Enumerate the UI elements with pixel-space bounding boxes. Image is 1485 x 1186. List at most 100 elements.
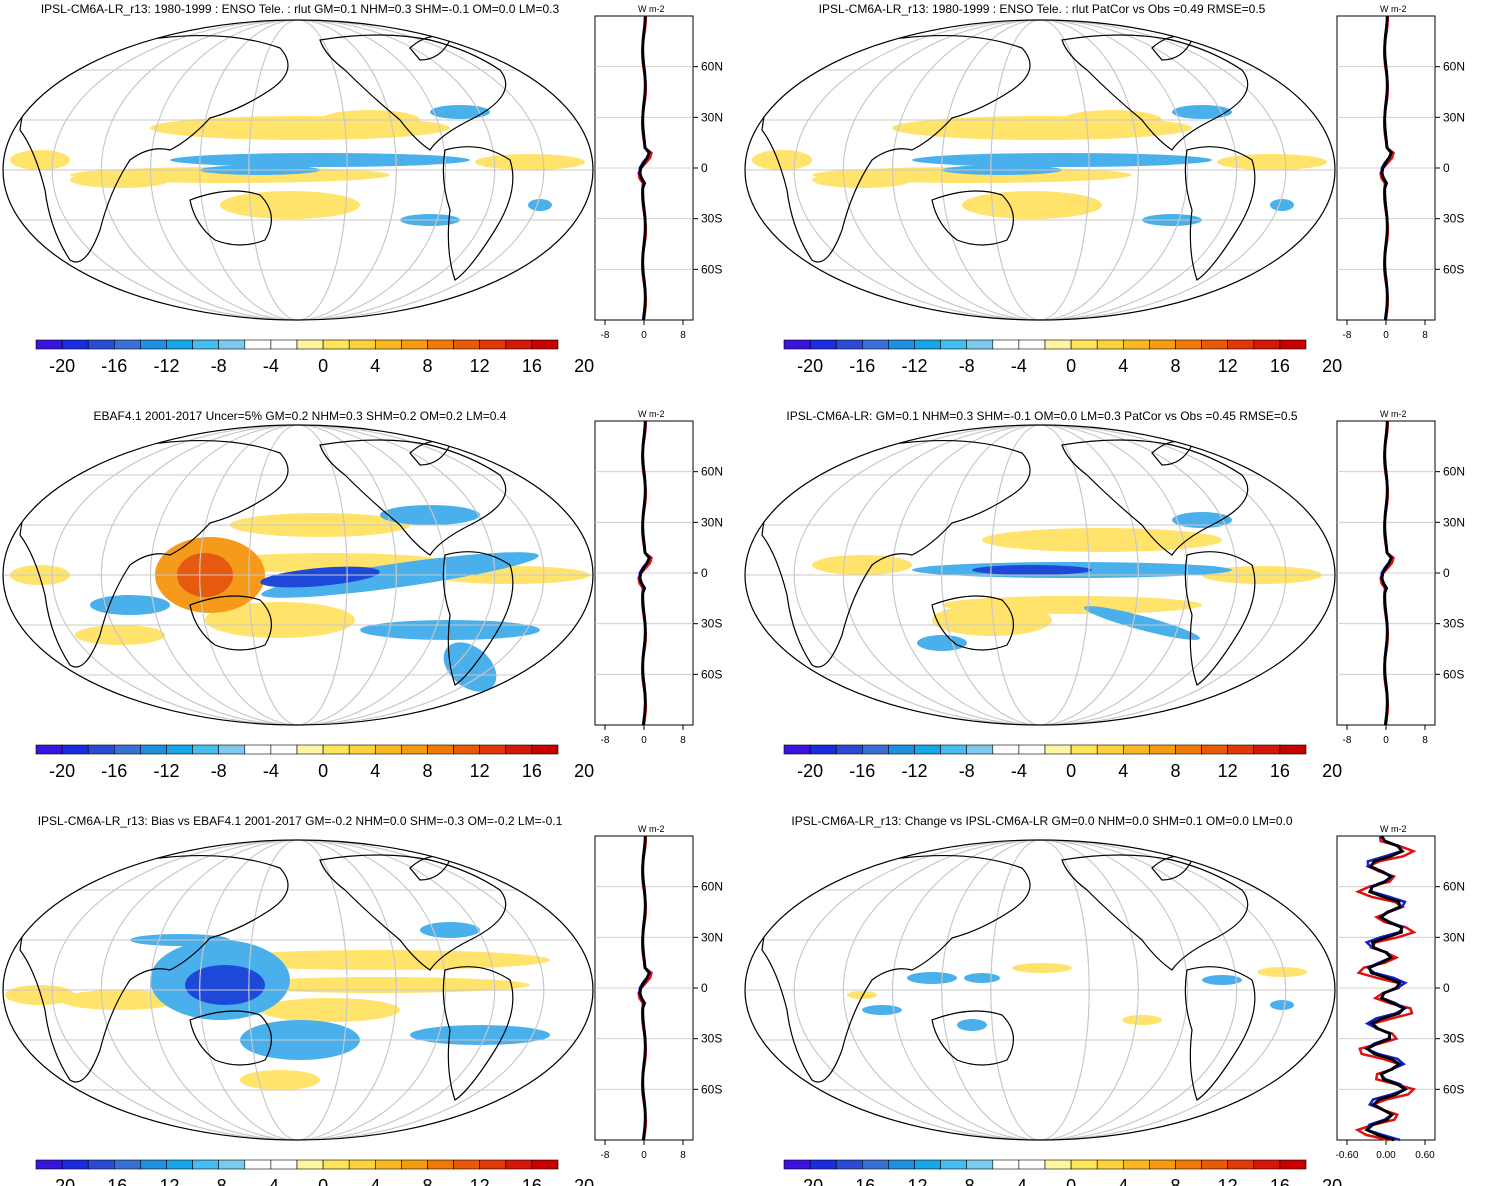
profile-line bbox=[638, 15, 651, 321]
coastline bbox=[319, 439, 507, 556]
zonal-profile: 60N 30N 0 30S 60S W m-2 -0.60 0.00 0.60 bbox=[1336, 824, 1465, 1161]
profile-units: W m-2 bbox=[1380, 4, 1407, 14]
zonal-profile: 60N 30N 0 30S 60S W m-2 -8 0 8 bbox=[1336, 4, 1465, 341]
meridian-gridline bbox=[248, 840, 348, 1140]
colorbar: -20 -16 -12 -8 -4 0 4 8 12 16 20 bbox=[783, 744, 1342, 781]
colorbar-label: -20 bbox=[797, 1176, 823, 1186]
colorbar-swatch bbox=[1253, 744, 1281, 755]
latitude-label: 30N bbox=[701, 515, 723, 529]
anomaly-patch bbox=[210, 950, 550, 970]
anomaly-patch bbox=[812, 172, 912, 188]
colorbar-label: 16 bbox=[522, 1176, 542, 1186]
colorbar-label: 0 bbox=[1066, 761, 1076, 781]
meridian-gridline bbox=[793, 425, 1287, 725]
colorbar-swatch bbox=[1279, 1159, 1307, 1170]
colorbar-label: -8 bbox=[959, 356, 975, 376]
anomaly-patch bbox=[360, 620, 540, 640]
colorbar-swatch bbox=[192, 744, 220, 755]
colorbar-swatch bbox=[966, 339, 994, 350]
latitude-label: 60N bbox=[1443, 880, 1465, 894]
colorbar-swatch bbox=[1096, 1159, 1124, 1170]
colorbar-label: 4 bbox=[370, 356, 380, 376]
coastline bbox=[761, 854, 1031, 1083]
colorbar-swatch bbox=[1018, 744, 1046, 755]
colorbar-swatch bbox=[992, 744, 1020, 755]
anomaly-patch bbox=[230, 977, 530, 993]
latitude-label: 60S bbox=[701, 262, 722, 276]
colorbar-swatch bbox=[296, 339, 324, 350]
anomaly-patch bbox=[1084, 606, 1200, 640]
coastline bbox=[1061, 34, 1249, 151]
coastline bbox=[1061, 854, 1249, 971]
colorbar-swatch bbox=[192, 1159, 220, 1170]
coastline bbox=[1184, 966, 1256, 1101]
colorbar-swatch bbox=[270, 1159, 298, 1170]
anomaly-patch bbox=[70, 172, 170, 188]
latitude-label: 60N bbox=[701, 880, 723, 894]
colorbar-label: -4 bbox=[263, 761, 279, 781]
map-field bbox=[745, 20, 1335, 320]
colorbar-swatch bbox=[505, 1159, 533, 1170]
meridian-gridline bbox=[941, 20, 1139, 320]
coastline bbox=[761, 439, 1031, 668]
colorbar-swatch bbox=[783, 339, 811, 350]
colorbar-swatch bbox=[479, 1159, 507, 1170]
colorbar-swatch bbox=[1175, 339, 1202, 350]
colorbar-label: -20 bbox=[49, 761, 75, 781]
anomaly-patch bbox=[260, 566, 380, 588]
anomaly-patch bbox=[10, 150, 70, 170]
colorbar: -20 -16 -12 -8 -4 0 4 8 12 16 20 bbox=[35, 744, 594, 781]
colorbar-swatch bbox=[322, 339, 350, 350]
coastline bbox=[189, 595, 272, 651]
anomaly-patch bbox=[1122, 1015, 1162, 1025]
anomaly-patch bbox=[1012, 963, 1072, 973]
colorbar-label: -8 bbox=[211, 761, 227, 781]
latitude-label: 60N bbox=[701, 60, 723, 74]
coastline bbox=[189, 1010, 272, 1066]
colorbar-label: -16 bbox=[849, 761, 875, 781]
colorbar-swatch bbox=[453, 339, 481, 350]
latitude-label: 60N bbox=[1443, 60, 1465, 74]
anomaly-patch bbox=[972, 565, 1092, 575]
colorbar-swatch bbox=[940, 744, 968, 755]
latitude-label: 30S bbox=[1443, 212, 1464, 226]
colorbar-label: 8 bbox=[1170, 1176, 1180, 1186]
colorbar-swatch bbox=[940, 1159, 968, 1170]
meridian-gridline bbox=[100, 20, 496, 320]
globe-outline bbox=[2, 839, 594, 1141]
panel-p2: IPSL-CM6A-LR_r13: 1980-1999 : ENSO Tele.… bbox=[742, 0, 1485, 393]
colorbar-swatch bbox=[114, 339, 141, 350]
colorbar-swatch bbox=[914, 339, 941, 350]
anomaly-patch bbox=[752, 150, 812, 170]
profile-x-label: 0 bbox=[641, 1150, 647, 1161]
latitude-label: 30S bbox=[701, 1032, 722, 1046]
meridian-gridline bbox=[941, 425, 1139, 725]
anomaly-patch bbox=[932, 604, 1052, 636]
colorbar-swatch bbox=[166, 339, 193, 350]
meridian-gridline bbox=[990, 20, 1090, 320]
colorbar-swatch bbox=[374, 339, 402, 350]
profile-x-label: 8 bbox=[1422, 735, 1428, 746]
anomaly-patch bbox=[1270, 199, 1294, 211]
profile-x-label: -0.60 bbox=[1336, 1150, 1359, 1161]
colorbar-swatch bbox=[401, 744, 428, 755]
colorbar-label: -4 bbox=[1011, 1176, 1027, 1186]
colorbar-swatch bbox=[1070, 339, 1098, 350]
globe-outline bbox=[2, 19, 594, 321]
colorbar-label: -16 bbox=[849, 356, 875, 376]
colorbar-label: 0 bbox=[318, 761, 328, 781]
profile-x-label: -8 bbox=[1343, 735, 1352, 746]
meridian-gridline bbox=[793, 20, 1287, 320]
latitude-label: 60S bbox=[701, 667, 722, 681]
coastline bbox=[19, 34, 289, 263]
colorbar-swatch bbox=[479, 744, 507, 755]
colorbar-swatch bbox=[61, 744, 89, 755]
colorbar-swatch bbox=[1227, 744, 1255, 755]
colorbar: -20 -16 -12 -8 -4 0 4 8 12 16 20 bbox=[783, 1159, 1342, 1186]
colorbar-swatch bbox=[1122, 744, 1150, 755]
colorbar-swatch bbox=[427, 1159, 454, 1170]
colorbar-swatch bbox=[1018, 1159, 1046, 1170]
latitude-label: 30N bbox=[1443, 110, 1465, 124]
colorbar-swatch bbox=[1149, 1159, 1176, 1170]
colorbar-swatch bbox=[1227, 339, 1255, 350]
